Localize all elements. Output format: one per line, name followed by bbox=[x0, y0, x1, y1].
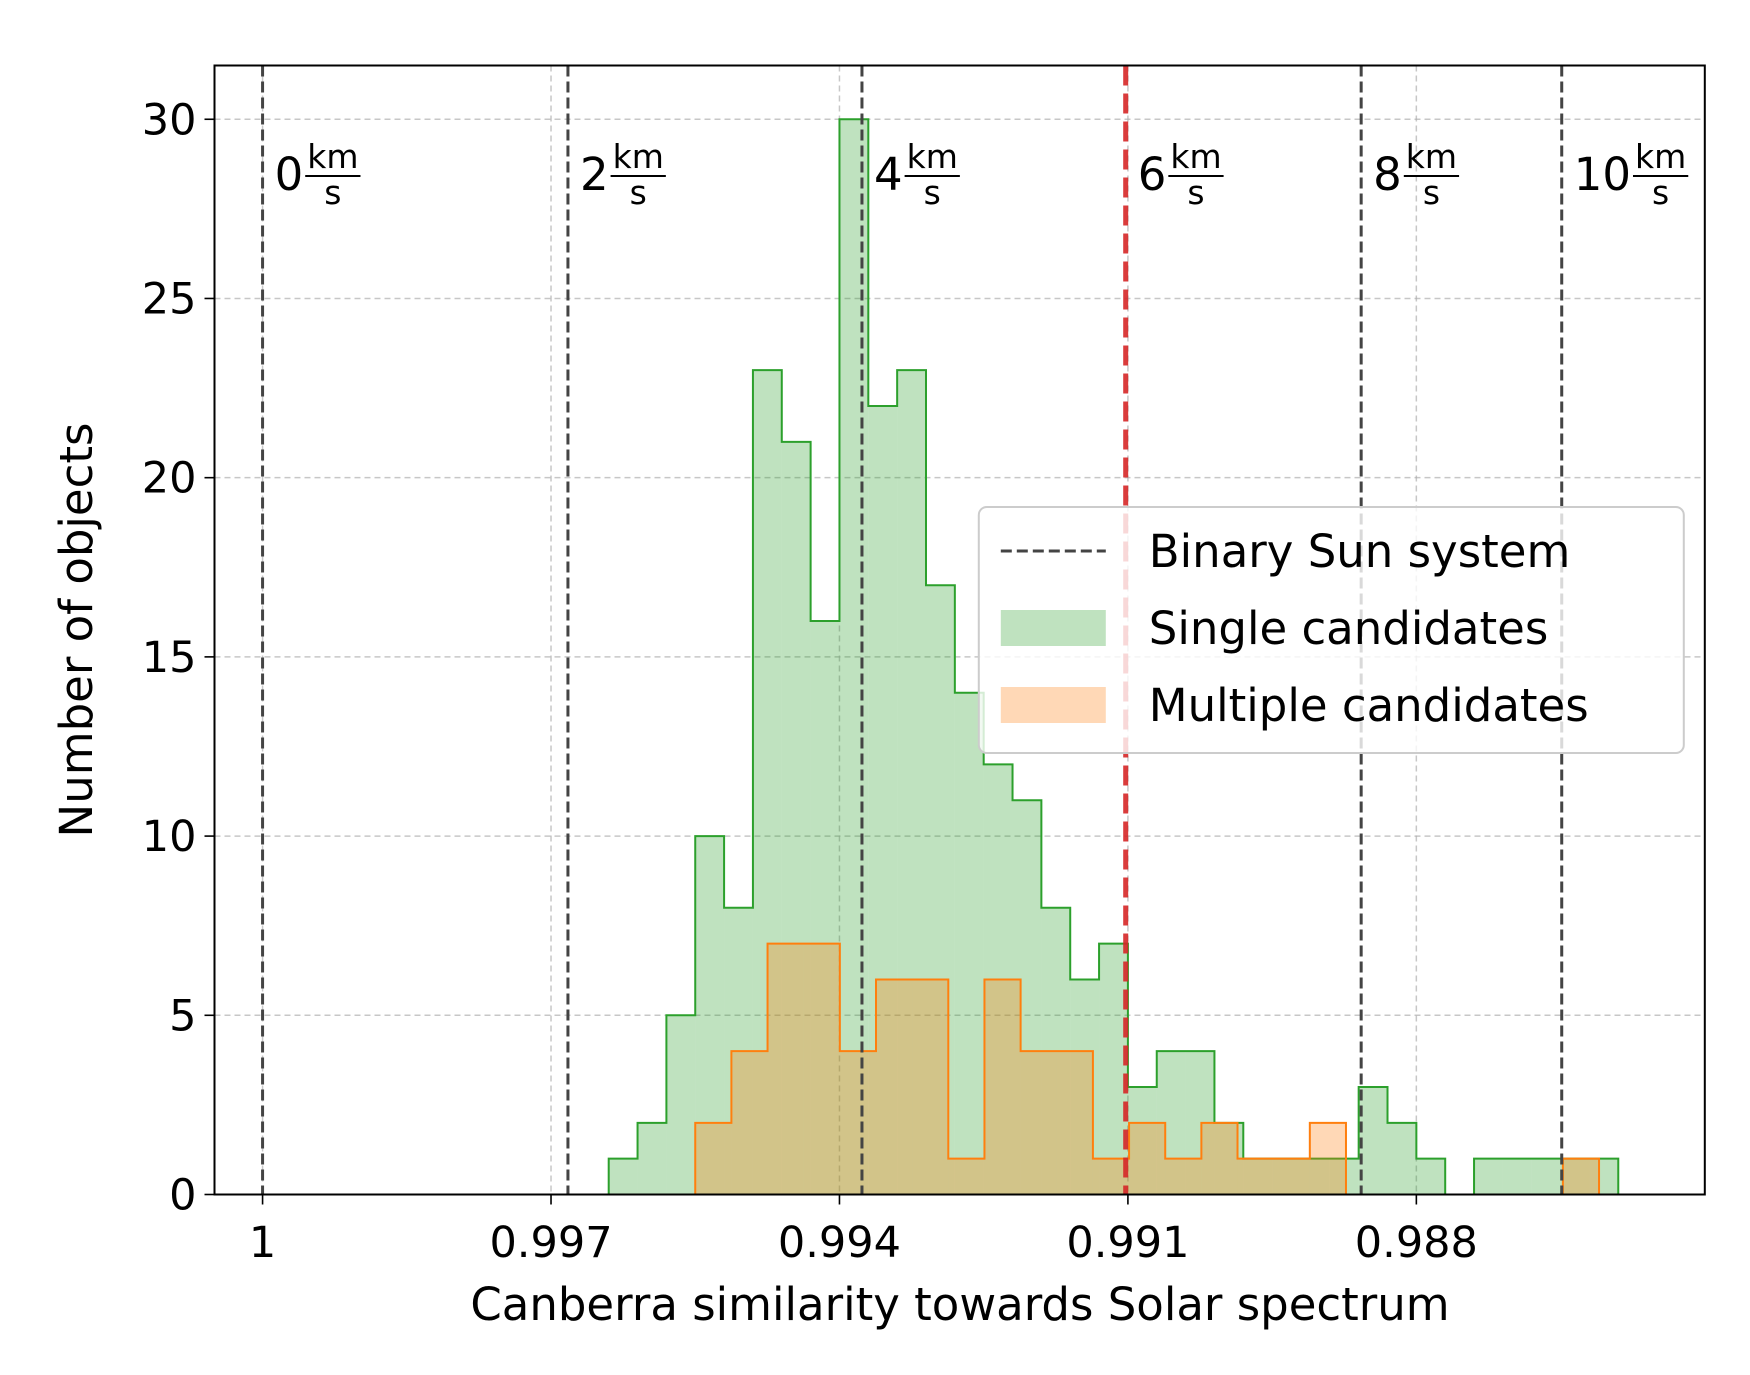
histogram-bar bbox=[839, 119, 869, 1195]
legend-swatch bbox=[1000, 610, 1106, 646]
histogram-bar bbox=[1237, 1158, 1274, 1195]
histogram-bar bbox=[954, 692, 984, 1195]
x-tick-label: 0.991 bbox=[1066, 1218, 1189, 1268]
velocity-number: 4 bbox=[874, 148, 903, 201]
histogram-bar bbox=[984, 979, 1021, 1195]
velocity-label: 4 kms bbox=[874, 137, 960, 212]
velocity-unit-denominator: s bbox=[630, 173, 647, 212]
velocity-unit-numerator: km bbox=[907, 137, 958, 176]
y-tick-label: 25 bbox=[142, 274, 197, 324]
y-tick-label: 5 bbox=[169, 991, 196, 1041]
velocity-number: 2 bbox=[580, 148, 609, 201]
legend-label: Binary Sun system bbox=[1149, 525, 1571, 578]
histogram-bar bbox=[1329, 1158, 1359, 1195]
velocity-label: 8 kms bbox=[1373, 137, 1460, 212]
histogram-bar bbox=[1127, 1086, 1157, 1195]
histogram-outline bbox=[607, 118, 1620, 1196]
histogram-bar bbox=[1243, 1158, 1273, 1195]
velocity-number: 0 bbox=[275, 148, 304, 201]
velocity-unit-denominator: s bbox=[1652, 173, 1669, 212]
histogram-bar bbox=[1129, 1122, 1166, 1195]
histogram-bar bbox=[666, 1015, 696, 1195]
velocity-number: 8 bbox=[1373, 148, 1402, 201]
histogram-bar bbox=[1531, 1158, 1561, 1195]
velocity-unit-numerator: km bbox=[307, 137, 358, 176]
velocity-number: 10 bbox=[1574, 148, 1631, 201]
velocity-label: 6 kms bbox=[1138, 137, 1224, 212]
x-tick-label: 1 bbox=[249, 1218, 276, 1268]
velocity-unit-numerator: km bbox=[1406, 137, 1457, 176]
histogram-bar bbox=[752, 370, 782, 1195]
histogram-bar bbox=[1099, 943, 1128, 1195]
histogram-bar bbox=[608, 1158, 638, 1195]
x-tick-label: 0.997 bbox=[489, 1218, 612, 1268]
x-axis-label: Canberra similarity towards Solar spectr… bbox=[470, 1278, 1449, 1331]
histogram-bar bbox=[1272, 1158, 1301, 1195]
histogram-bar bbox=[767, 943, 804, 1195]
histogram-bar bbox=[1056, 1051, 1093, 1195]
y-tick-label: 10 bbox=[142, 812, 197, 862]
histogram-bar bbox=[1502, 1158, 1532, 1195]
velocity-number: 6 bbox=[1138, 148, 1167, 201]
histogram-bar bbox=[731, 1051, 768, 1195]
y-tick-label: 20 bbox=[142, 454, 197, 504]
histogram-bar bbox=[1560, 1158, 1590, 1195]
histogram-bar bbox=[1358, 1086, 1388, 1195]
legend-swatch bbox=[1000, 687, 1106, 723]
legend: Binary Sun system Single candidates Multip… bbox=[977, 506, 1685, 754]
histogram-bar bbox=[948, 1158, 985, 1195]
histogram-bar bbox=[1165, 1158, 1202, 1195]
histogram-bar bbox=[1474, 1158, 1503, 1195]
x-tick-label: 0.994 bbox=[778, 1218, 901, 1268]
histogram-bar bbox=[1300, 1158, 1330, 1195]
histogram-bar bbox=[839, 1051, 877, 1195]
histogram-bar bbox=[695, 836, 725, 1195]
legend-label: Single candidates bbox=[1149, 602, 1548, 655]
velocity-unit-numerator: km bbox=[1635, 137, 1686, 176]
histogram-bar bbox=[1012, 800, 1042, 1195]
velocity-label: 10 kms bbox=[1574, 137, 1689, 212]
histogram-bar bbox=[897, 370, 926, 1195]
velocity-unit-denominator: s bbox=[324, 173, 341, 212]
velocity-unit-denominator: s bbox=[1423, 173, 1440, 212]
histogram-bar bbox=[925, 585, 955, 1195]
velocity-label: 2 kms bbox=[580, 137, 666, 212]
x-tick-label: 0.988 bbox=[1355, 1218, 1478, 1268]
histogram-bar bbox=[1273, 1158, 1310, 1195]
histogram-bar bbox=[1589, 1158, 1619, 1195]
velocity-unit-numerator: km bbox=[1170, 137, 1221, 176]
y-tick-label: 30 bbox=[142, 95, 197, 145]
histogram-bar bbox=[912, 979, 949, 1195]
legend-label: Multiple candidates bbox=[1149, 679, 1589, 732]
histogram-bar bbox=[637, 1122, 667, 1195]
histogram-bar bbox=[781, 441, 811, 1195]
histogram-bar bbox=[695, 1122, 732, 1195]
axes-frame bbox=[213, 64, 1706, 1196]
velocity-label: 0 kms bbox=[275, 137, 361, 212]
histogram-bar bbox=[1387, 1122, 1417, 1195]
histogram-bar bbox=[1562, 1158, 1600, 1195]
velocity-unit-numerator: km bbox=[613, 137, 664, 176]
histogram-bar bbox=[1020, 1051, 1057, 1195]
velocity-unit-denominator: s bbox=[924, 173, 941, 212]
histogram-bar bbox=[803, 943, 840, 1195]
histogram-bar bbox=[876, 979, 913, 1195]
histogram-bar bbox=[1201, 1122, 1238, 1195]
velocity-unit-denominator: s bbox=[1187, 173, 1204, 212]
histogram-bar bbox=[810, 621, 840, 1195]
y-tick-label: 0 bbox=[169, 1171, 196, 1221]
histogram-bar bbox=[1309, 1122, 1346, 1195]
legend-box bbox=[977, 506, 1685, 754]
y-tick-label: 15 bbox=[142, 633, 197, 683]
histogram-bar bbox=[1416, 1158, 1446, 1195]
histogram-bar bbox=[868, 405, 898, 1195]
histogram-bar bbox=[1092, 1158, 1130, 1195]
y-axis-label: Number of objects bbox=[50, 423, 103, 838]
